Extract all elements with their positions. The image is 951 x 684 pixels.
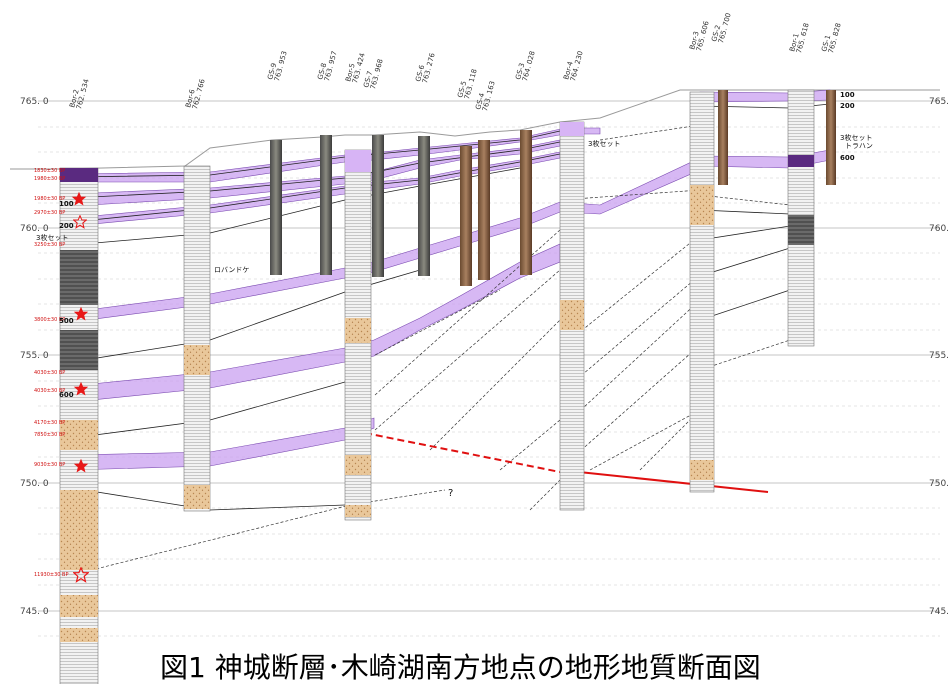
svg-text:4170±30 BP: 4170±30 BP [34,420,65,426]
svg-text:1830±30 BP: 1830±30 BP [34,168,65,174]
svg-text:600: 600 [840,154,855,162]
elev-label-765: 765. 0 [20,97,49,107]
svg-text:9030±30 BP: 9030±30 BP [34,462,65,468]
svg-text:100: 100 [840,91,855,99]
svg-text:4030±30 BP: 4030±30 BP [34,370,65,376]
fault-trace [364,432,769,493]
svg-text:4030±30 BP: 4030±30 BP [34,388,65,394]
elev-label-750-right: 750. [929,479,949,489]
svg-text:2970±30 BP: 2970±30 BP [34,210,65,216]
borehole-bor-4 [559,121,585,511]
elev-label-765-right: 765. [929,97,949,107]
svg-text:11930±30 BP: 11930±30 BP [34,572,69,578]
note-three-set-right: 3枚セット [840,133,872,142]
borehole-bor-2 [59,167,99,684]
elev-label-760: 760. 0 [20,224,49,234]
svg-text:7850±30 BP: 7850±30 BP [34,432,65,438]
svg-text:3800±30 BP: 3800±30 BP [34,317,65,323]
right-elevation-labels: 765. 760. 755. 750. 745. [929,97,949,617]
svg-text:3250±30 BP: 3250±30 BP [34,242,65,248]
borehole-bor-5 [344,149,372,521]
left-elevation-labels: 765. 0 760. 0 755. 0 750. 0 745. 0 [20,97,49,617]
elev-label-745-right: 745. [929,607,949,617]
borehole-bor-6 [183,165,211,512]
note-question: ? [448,488,453,499]
tephra-band-lower [71,417,375,471]
right-horizon-labels: 100 200 600 [840,91,855,162]
figure-caption: 図1 神城断層･木崎湖南方地点の地形地質断面図 [160,651,761,684]
svg-text:200: 200 [840,102,855,110]
elev-label-750: 750. 0 [20,479,49,489]
elev-label-745: 745. 0 [20,607,49,617]
elev-label-760-right: 760. [929,224,949,234]
note-trahan: トラハン [845,142,873,150]
gs-cores [270,90,836,286]
note-three-set-left: 3枚セット [36,233,68,242]
note-obandoke: ロバンドケ [214,266,249,274]
bor2-horizon-labels: 100 200 500 600 [59,200,74,399]
borehole-bor-1 [787,89,815,347]
svg-text:1980±30 BP: 1980±30 BP [34,196,65,202]
svg-text:100: 100 [59,200,74,208]
svg-text:200: 200 [59,222,74,230]
elev-label-755-right: 755. [929,351,949,361]
note-three-set-mid: 3枚セット [588,139,620,148]
elev-label-755: 755. 0 [20,351,49,361]
svg-text:500: 500 [59,317,74,325]
dashed-correlations [71,124,791,576]
svg-text:600: 600 [59,391,74,399]
borehole-bor-3 [689,91,715,493]
annotations: 3枚セット 3枚セット 3枚セット トラハン ロバンドケ ? [36,133,873,499]
ground-surface [10,89,940,170]
bor2-age-labels: 1830±30 BP 1980±30 BP 1980±30 BP 2970±30… [34,168,69,578]
svg-text:1980±30 BP: 1980±30 BP [34,176,65,182]
